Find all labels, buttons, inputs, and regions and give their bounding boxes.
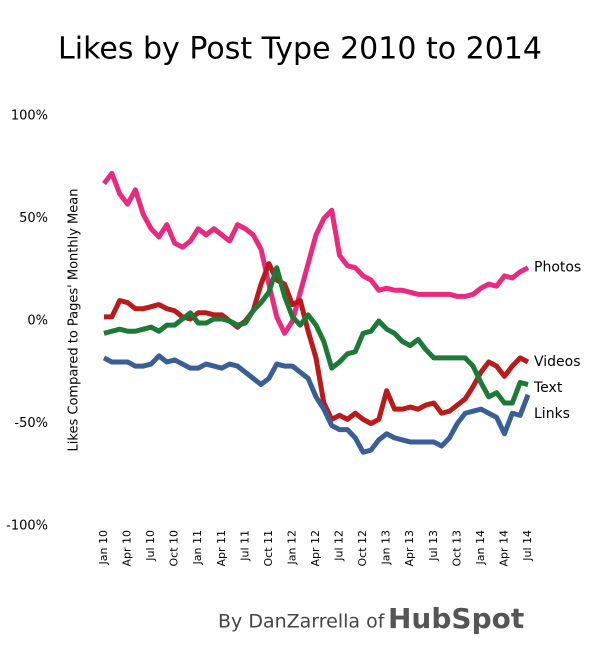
logo: HubSpot [388, 602, 524, 635]
y-tick-label: 0% [27, 314, 48, 329]
x-tick-label: Apr 14 [497, 530, 510, 567]
x-tick-label: Jul 13 [427, 530, 440, 562]
x-tick-label: Apr 10 [121, 530, 134, 567]
y-tick-label: 100% [11, 109, 48, 124]
series-line [104, 261, 530, 426]
x-tick-label: Oct 12 [356, 530, 369, 567]
x-tick-label: Jul 12 [333, 530, 346, 562]
x-tick-label: Oct 13 [450, 530, 463, 567]
x-tick-label: Jul 14 [521, 530, 534, 562]
y-tick-label: -100% [6, 519, 48, 534]
series-line [102, 353, 531, 455]
x-tick-label: Oct 10 [168, 530, 181, 567]
x-tick-label: Jan 13 [380, 530, 393, 565]
series-label: Text [533, 380, 563, 396]
x-tick-label: Apr 12 [309, 530, 322, 567]
x-tick-label: Jan 10 [97, 530, 110, 565]
credit: By DanZarrella of [218, 611, 386, 633]
series-label: Links [534, 406, 570, 422]
chart-title: Likes by Post Type 2010 to 2014 [58, 32, 542, 67]
x-tick-label: Jul 10 [144, 530, 157, 562]
x-tick-label: Jul 11 [238, 530, 251, 562]
x-tick-label: Oct 11 [262, 530, 275, 567]
series-label: Videos [534, 354, 581, 370]
y-tick-label: 50% [19, 211, 48, 226]
x-tick-label: Apr 13 [403, 530, 416, 567]
x-tick-label: Apr 11 [215, 530, 228, 567]
x-tick-label: Jan 11 [191, 530, 204, 565]
y-axis-label: Likes Compared to Pages' Monthly Mean [67, 189, 82, 452]
x-tick-label: Jan 14 [474, 530, 487, 565]
y-tick-label: -50% [14, 416, 48, 431]
series-line [102, 170, 530, 336]
series-line [103, 265, 529, 406]
x-tick-label: Jan 12 [285, 530, 298, 565]
series-label: Photos [534, 260, 581, 276]
